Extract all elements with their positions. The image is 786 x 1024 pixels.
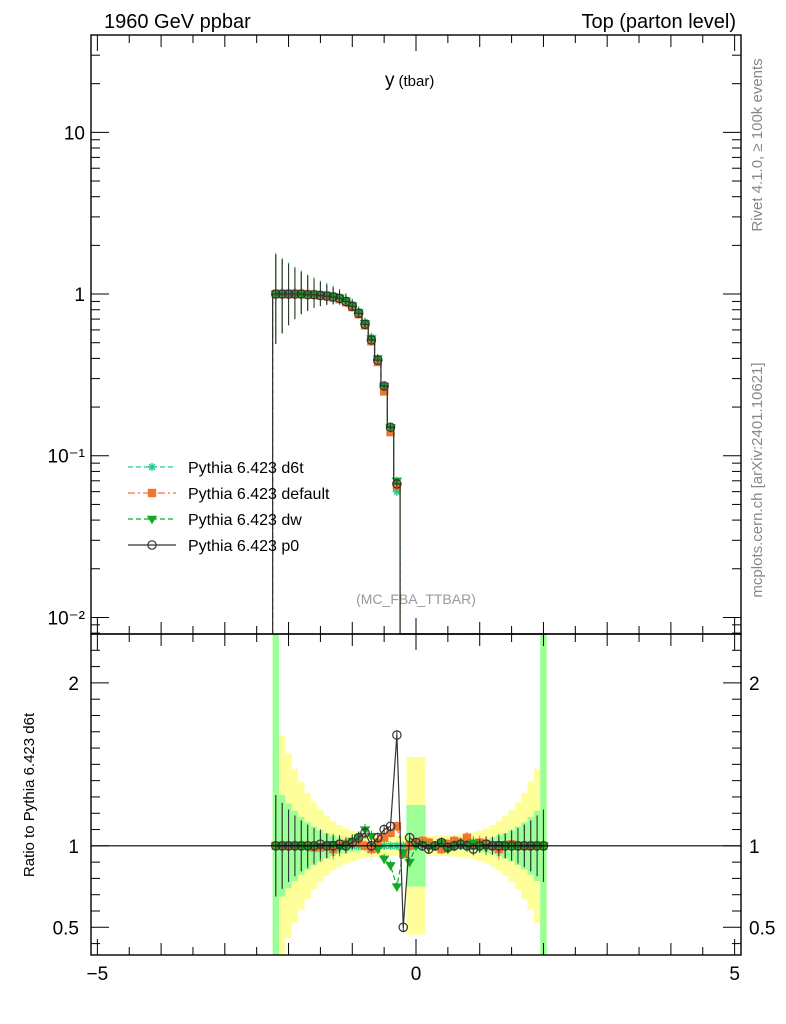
ratio-data-point: [378, 855, 390, 865]
legend-marker: [147, 540, 157, 550]
legend-label: Pythia 6.423 dw: [188, 512, 302, 529]
main-data-point: [283, 289, 294, 299]
main-data-point: [379, 387, 389, 396]
main-data-point: [277, 289, 287, 299]
ratio-ylabel: Ratio to Pythia 6.423 d6t: [21, 712, 38, 877]
ratio-data-point: [353, 832, 364, 843]
ratio-uncertainty-bands: [272, 634, 547, 955]
x-tick-label: 0: [411, 964, 422, 985]
main-data-point: [328, 292, 338, 302]
legend: Pythia 6.423 d6t Pythia 6.423 default Pyth…: [128, 460, 330, 555]
ratio-data-point: [481, 839, 491, 849]
main-data-point: [315, 290, 326, 301]
axes: 10⁻² 10⁻¹ 1 10 0.5 0.5 1 1 2 2 −5 0 5: [48, 34, 775, 985]
main-y-tick-label: 10: [64, 123, 85, 144]
main-data-point: [290, 289, 300, 299]
main-series-line: [272, 292, 547, 635]
main-series-line: [272, 293, 547, 635]
analysis-annotation: (MC_FBA_TTBAR): [356, 591, 476, 607]
ratio-data-point: [379, 833, 389, 842]
ratio-data-point: [315, 839, 326, 849]
ratio-data-point: [372, 832, 383, 843]
main-data-point: [360, 319, 370, 330]
rivet-version-label: Rivet 4.1.0, ≥ 100k events: [749, 58, 766, 231]
ratio-y-tick-label: 0.5: [53, 918, 79, 939]
main-data-point: [302, 289, 313, 300]
ratio-data-point: [436, 837, 447, 848]
main-y-tick-label: 10⁻²: [48, 608, 86, 629]
legend-marker: [147, 488, 157, 498]
ratio-data-point: [443, 842, 453, 853]
plot-title-main: y: [385, 70, 395, 91]
main-series-0: [271, 252, 547, 635]
ratio-data-point: [392, 730, 402, 740]
x-tick-label: 5: [729, 964, 740, 985]
ratio-y-tick-label: 2: [68, 674, 79, 695]
ratio-data-point: [347, 837, 358, 848]
ratio-data-point: [385, 821, 396, 832]
plot-title-sub: (tbar): [399, 73, 435, 90]
ratio-y-tick-label: 1: [68, 837, 79, 858]
main-data-point: [271, 289, 281, 299]
main-data-point: [341, 296, 351, 307]
x-tick-label: −5: [87, 964, 109, 985]
main-data-point: [392, 479, 402, 489]
ratio-y-tick-label-right: 2: [749, 674, 760, 695]
ratio-data-point: [404, 832, 415, 843]
main-data-point: [379, 381, 389, 391]
header-left: 1960 GeV ppbar: [104, 11, 251, 33]
ratio-data-point: [386, 828, 395, 837]
ratio-panel-series: [91, 730, 741, 933]
main-panel-series: [270, 252, 547, 635]
legend-label: Pythia 6.423 d6t: [188, 460, 304, 477]
main-data-point: [372, 355, 383, 365]
main-series-line: [272, 293, 547, 635]
header-right: Top (parton level): [581, 11, 736, 33]
main-data-point: [309, 289, 319, 300]
ratio-data-point: [360, 827, 370, 838]
ratio-band-1sigma: [272, 634, 279, 955]
legend-marker: [146, 515, 158, 525]
legend-label: Pythia 6.423 default: [188, 486, 330, 503]
mcplots-label: mcplots.cern.ch [arXiv:2401.10621]: [749, 362, 766, 597]
legend-label: Pythia 6.423 p0: [188, 538, 299, 555]
main-series-3: [271, 254, 547, 635]
ratio-data-point: [462, 833, 472, 842]
main-data-point: [347, 301, 358, 312]
ratio-data-point: [391, 883, 403, 892]
plot-title: y (tbar): [385, 70, 434, 91]
main-series-1: [271, 254, 547, 635]
ratio-data-point: [455, 839, 466, 849]
main-data-point: [353, 308, 364, 319]
ratio-y-tick-label-right: 1: [749, 837, 760, 858]
ratio-data-point: [334, 839, 345, 849]
main-data-point: [334, 293, 345, 304]
ratio-y-tick-label-right: 0.5: [749, 918, 775, 939]
ratio-data-point: [437, 844, 446, 854]
main-series-line: [272, 293, 547, 635]
main-data-point: [392, 487, 402, 496]
main-series-2: [270, 254, 547, 635]
legend-marker: [147, 462, 157, 472]
main-y-tick-label: 10⁻¹: [48, 447, 86, 468]
main-data-point: [385, 422, 396, 433]
main-data-point: [366, 335, 377, 345]
main-y-tick-label: 1: [74, 285, 85, 306]
ratio-data-point: [404, 858, 415, 868]
ratio-data-point: [398, 922, 409, 933]
ratio-data-point: [385, 862, 396, 871]
ratio-data-point: [392, 822, 402, 831]
ratio-band-1sigma: [540, 634, 547, 955]
main-data-point: [296, 289, 307, 299]
main-data-point: [321, 291, 332, 301]
